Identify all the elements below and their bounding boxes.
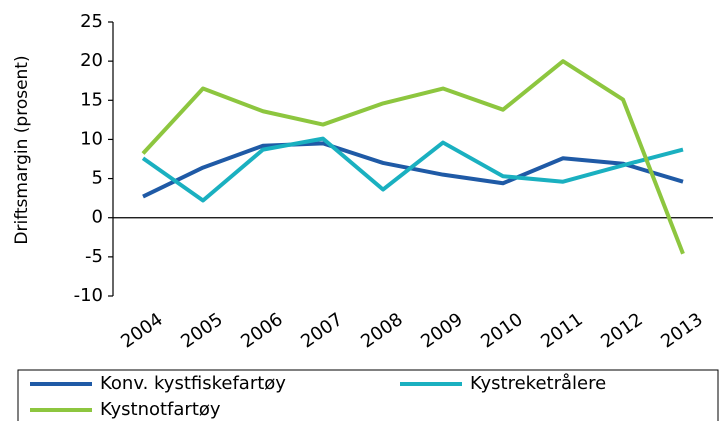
y-axis-label: Driftsmargin (prosent) bbox=[12, 55, 32, 244]
x-tick-label: 2010 bbox=[477, 309, 527, 352]
legend-label: Kystreketrålere bbox=[470, 373, 606, 394]
y-tick-label: 0 bbox=[92, 207, 103, 228]
x-tick-label: 2004 bbox=[117, 309, 167, 352]
x-tick-label: 2011 bbox=[537, 309, 587, 352]
data-line bbox=[141, 59, 685, 255]
x-tick-label: 2008 bbox=[357, 309, 407, 352]
y-tick-label: 20 bbox=[80, 50, 103, 71]
y-tick-label: 15 bbox=[80, 89, 103, 110]
y-tick-label: -5 bbox=[85, 246, 103, 267]
y-tick-label: 25 bbox=[80, 11, 103, 32]
x-tick-label: 2007 bbox=[297, 309, 347, 352]
y-tick-label: -10 bbox=[74, 285, 103, 306]
y-tick-label: 5 bbox=[92, 168, 103, 189]
legend-label: Kystnotfartøy bbox=[100, 399, 221, 420]
x-tick-label: 2013 bbox=[657, 309, 707, 352]
legend-label: Konv. kystfiskefartøy bbox=[100, 373, 286, 394]
data-line bbox=[141, 136, 684, 203]
x-tick-label: 2012 bbox=[597, 309, 647, 352]
x-tick-label: 2005 bbox=[177, 309, 227, 352]
legend-box bbox=[17, 369, 719, 421]
x-tick-label: 2009 bbox=[417, 309, 467, 352]
x-tick-label: 2006 bbox=[237, 309, 287, 352]
data-line bbox=[142, 141, 684, 199]
y-tick-label: 10 bbox=[80, 128, 103, 149]
